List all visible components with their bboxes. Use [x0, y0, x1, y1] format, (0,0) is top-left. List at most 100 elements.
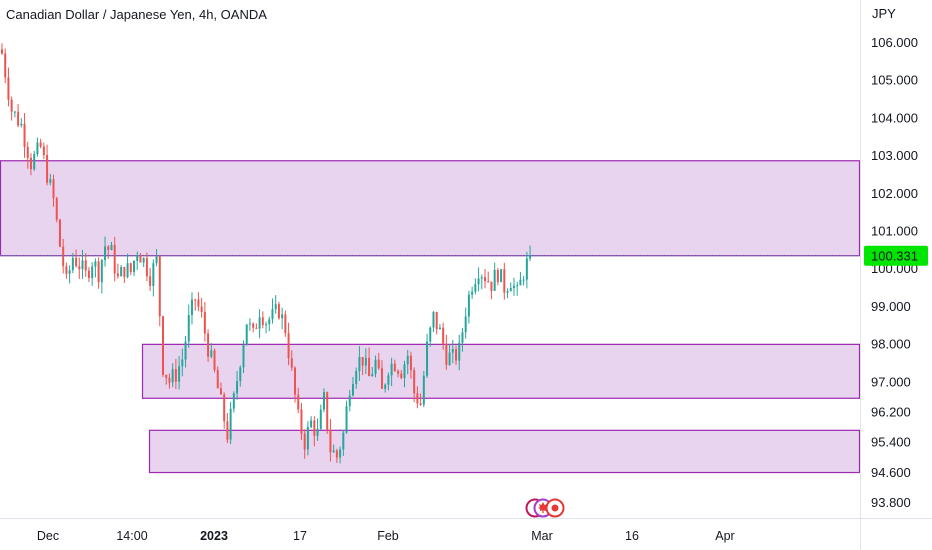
candle-body: [216, 370, 219, 389]
candle-body: [142, 258, 145, 263]
candle-body: [75, 257, 78, 267]
candle-body: [190, 299, 193, 316]
y-tick-label: 103.000: [871, 148, 918, 163]
candle-body: [422, 375, 425, 405]
candle-body: [113, 244, 116, 274]
candle-body: [133, 260, 136, 273]
candle-body: [493, 269, 496, 291]
x-tick-label: 14:00: [116, 529, 147, 543]
candle-body: [126, 263, 129, 277]
candle-body: [313, 420, 316, 436]
candle-body: [213, 350, 216, 371]
candle-body: [261, 317, 264, 326]
candle-body: [384, 384, 387, 389]
candle-body: [229, 408, 232, 440]
candle-body: [316, 428, 319, 436]
last-price-badge: 100.331: [864, 245, 928, 266]
candle-body: [210, 350, 213, 357]
candle-body: [355, 370, 358, 385]
candle-body: [46, 155, 49, 183]
candle-body: [236, 381, 239, 394]
candle-body: [300, 409, 303, 434]
candle-body: [432, 311, 435, 328]
candle-body: [480, 277, 483, 279]
candle-body: [484, 277, 486, 282]
candle-body: [129, 263, 132, 273]
candle-body: [297, 394, 300, 410]
candle-body: [10, 99, 13, 112]
y-tick-label: 97.000: [871, 374, 911, 389]
x-tick-label: Feb: [377, 529, 399, 543]
candle-body: [496, 269, 499, 282]
candle-body: [477, 278, 480, 285]
x-tick-label: 16: [625, 529, 639, 543]
candle-body: [339, 449, 342, 458]
candle-body: [97, 261, 100, 283]
candle-body: [207, 333, 210, 357]
candle-body: [26, 146, 29, 158]
candle-body: [178, 366, 181, 382]
lower-support-zone[interactable]: [148, 429, 861, 474]
x-tick-label: Dec: [37, 529, 59, 543]
candle-body: [265, 324, 268, 326]
candle-body: [503, 269, 506, 293]
maple-leaf-icon: [538, 502, 548, 513]
economic-event-icons[interactable]: [525, 498, 565, 518]
event-dot-icon: [551, 504, 559, 512]
candle-body: [445, 343, 448, 365]
candle-body: [274, 304, 277, 310]
candle-body: [332, 450, 335, 453]
candle-body: [435, 311, 438, 330]
upper-resistance-zone[interactable]: [0, 160, 861, 257]
candle-body: [1, 49, 3, 54]
candle-body: [509, 287, 512, 292]
candle-body: [116, 273, 119, 277]
candle-body: [174, 369, 177, 382]
candle-body: [268, 319, 271, 325]
zones-layer: [0, 160, 861, 474]
chart-title: Canadian Dollar / Japanese Yen, 4h, OAND…: [6, 7, 267, 22]
candle-body: [271, 309, 274, 320]
candle-body: [4, 53, 7, 78]
candle-body: [203, 312, 206, 334]
candle-body: [123, 267, 126, 277]
candle-body: [187, 315, 190, 342]
candle-body: [68, 270, 71, 274]
candle-body: [464, 316, 467, 333]
y-axis-unit: JPY: [872, 6, 896, 21]
candle-body: [519, 279, 522, 286]
candle-body: [448, 352, 451, 365]
candle-body: [81, 260, 84, 270]
candle-body: [226, 421, 229, 440]
candle-body: [49, 179, 52, 183]
candle-body: [335, 450, 338, 458]
candle-body: [17, 111, 20, 126]
y-tick-label: 102.000: [871, 186, 918, 201]
candle-body: [319, 409, 322, 429]
candle-body: [78, 266, 81, 270]
candle-body: [429, 327, 432, 342]
candle-body: [91, 266, 94, 279]
candle-body: [374, 359, 377, 374]
candle-body: [342, 432, 345, 450]
candle-body: [500, 269, 503, 282]
candle-body: [461, 332, 464, 343]
y-tick-label: 98.000: [871, 337, 911, 352]
candle-body: [329, 429, 332, 453]
candle-body: [13, 111, 16, 113]
candle-body: [36, 142, 39, 155]
candle-body: [393, 363, 396, 371]
candle-body: [39, 142, 42, 147]
candle-body: [255, 327, 258, 329]
candle-body: [345, 406, 348, 433]
candle-body: [490, 281, 493, 291]
candle-body: [87, 270, 90, 279]
candle-body: [242, 345, 245, 368]
candle-body: [29, 157, 32, 170]
candle-body: [139, 254, 142, 263]
candle-body: [397, 370, 400, 374]
candle-body: [403, 364, 406, 379]
middle-zone[interactable]: [141, 343, 861, 399]
y-tick-label: 101.000: [871, 224, 918, 239]
